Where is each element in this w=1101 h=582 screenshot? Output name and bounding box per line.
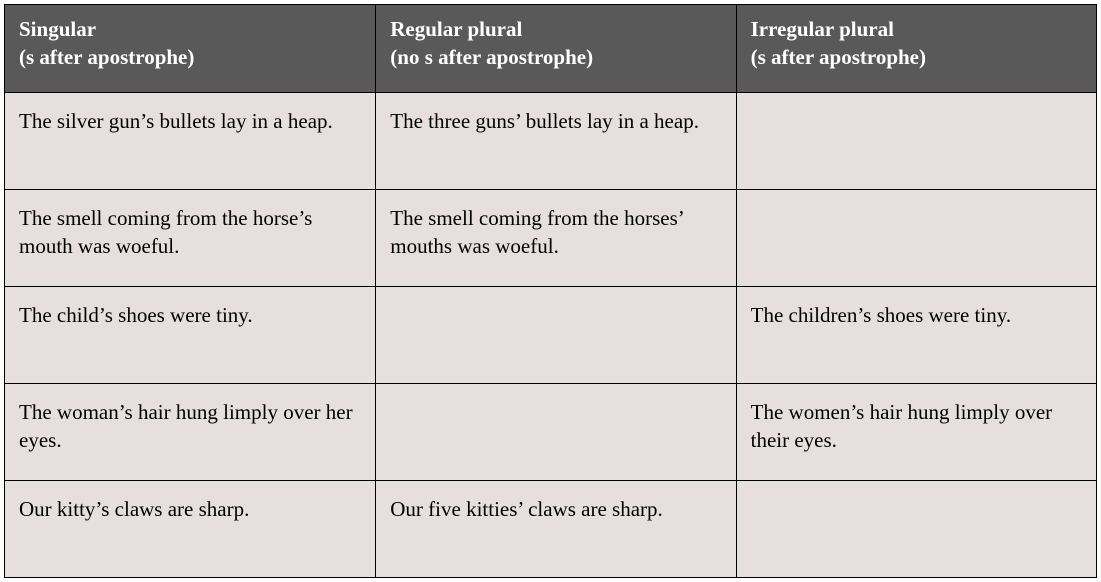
grammar-table-wrapper: Singular (s after apostrophe) Regular pl…	[0, 0, 1101, 582]
cell-irregular	[736, 189, 1096, 286]
col-subtitle: (no s after apostrophe)	[390, 45, 593, 69]
col-subtitle: (s after apostrophe)	[19, 45, 194, 69]
col-subtitle: (s after apostrophe)	[751, 45, 926, 69]
cell-irregular	[736, 92, 1096, 189]
table-row: The silver gun’s bullets lay in a heap. …	[5, 92, 1097, 189]
cell-singular: Our kitty’s claws are sharp.	[5, 480, 376, 577]
cell-singular: The silver gun’s bullets lay in a heap.	[5, 92, 376, 189]
cell-irregular: The children’s shoes were tiny.	[736, 286, 1096, 383]
col-title: Irregular plural	[751, 17, 894, 41]
cell-regular: The smell coming from the horses’ mouths…	[376, 189, 736, 286]
table-row: Our kitty’s claws are sharp. Our five ki…	[5, 480, 1097, 577]
col-title: Singular	[19, 17, 96, 41]
cell-singular: The woman’s hair hung limply over her ey…	[5, 383, 376, 480]
cell-regular: The three guns’ bullets lay in a heap.	[376, 92, 736, 189]
cell-irregular: The women’s hair hung limply over their …	[736, 383, 1096, 480]
cell-irregular	[736, 480, 1096, 577]
cell-singular: The smell coming from the horse’s mouth …	[5, 189, 376, 286]
col-header-singular: Singular (s after apostrophe)	[5, 5, 376, 93]
cell-regular	[376, 383, 736, 480]
col-title: Regular plural	[390, 17, 522, 41]
table-row: The child’s shoes were tiny. The childre…	[5, 286, 1097, 383]
header-row: Singular (s after apostrophe) Regular pl…	[5, 5, 1097, 93]
table-row: The woman’s hair hung limply over her ey…	[5, 383, 1097, 480]
cell-singular: The child’s shoes were tiny.	[5, 286, 376, 383]
grammar-table: Singular (s after apostrophe) Regular pl…	[4, 4, 1097, 578]
table-row: The smell coming from the horse’s mouth …	[5, 189, 1097, 286]
cell-regular	[376, 286, 736, 383]
col-header-regular-plural: Regular plural (no s after apostrophe)	[376, 5, 736, 93]
cell-regular: Our five kitties’ claws are sharp.	[376, 480, 736, 577]
col-header-irregular-plural: Irregular plural (s after apostrophe)	[736, 5, 1096, 93]
